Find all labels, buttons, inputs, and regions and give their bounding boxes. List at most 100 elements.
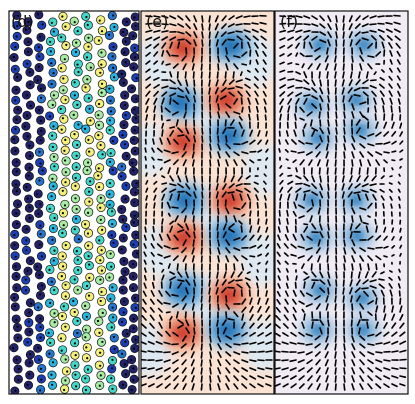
particle-orientation-dot bbox=[135, 233, 138, 236]
particle-orientation-dot bbox=[12, 56, 15, 59]
particle-orientation-dot bbox=[60, 275, 63, 278]
velocity-arrowhead bbox=[306, 293, 309, 295]
velocity-arrowhead bbox=[293, 160, 295, 163]
velocity-arrowhead bbox=[363, 249, 366, 252]
velocity-arrowhead bbox=[200, 220, 203, 222]
velocity-arrowhead bbox=[251, 314, 253, 317]
velocity-arrowhead bbox=[313, 227, 316, 229]
velocity-arrowhead bbox=[161, 61, 164, 64]
velocity-arrowhead bbox=[323, 33, 326, 35]
velocity-arrowhead bbox=[302, 309, 304, 312]
velocity-arrowhead bbox=[265, 123, 268, 125]
velocity-arrowhead bbox=[282, 332, 285, 335]
velocity-arrowhead bbox=[247, 98, 250, 101]
velocity-arrowhead bbox=[321, 131, 324, 134]
particle-orientation-dot bbox=[113, 25, 116, 29]
velocity-arrowhead bbox=[362, 24, 365, 27]
velocity-arrowhead bbox=[316, 362, 318, 365]
velocity-arrowhead bbox=[200, 252, 203, 254]
velocity-arrowhead bbox=[187, 99, 189, 102]
particle-orientation-dot bbox=[132, 327, 135, 330]
velocity-arrowhead bbox=[182, 280, 184, 282]
velocity-arrowhead bbox=[149, 37, 152, 39]
particle-orientation-dot bbox=[101, 153, 104, 156]
velocity-arrowhead bbox=[182, 339, 185, 341]
panel-f: (f) bbox=[274, 10, 409, 395]
velocity-arrowhead bbox=[228, 126, 230, 129]
velocity-arrowhead bbox=[403, 384, 405, 386]
velocity-arrowhead bbox=[143, 299, 145, 302]
particle-orientation-dot bbox=[77, 70, 80, 74]
particle bbox=[106, 293, 116, 303]
velocity-arrowhead bbox=[227, 211, 229, 214]
velocity-arrowhead bbox=[370, 189, 373, 192]
velocity-arrowhead bbox=[334, 348, 337, 350]
velocity-arrowhead bbox=[250, 130, 253, 133]
velocity-arrowhead bbox=[216, 188, 218, 190]
velocity-arrowhead bbox=[286, 210, 289, 213]
velocity-arrowhead bbox=[295, 169, 298, 172]
velocity-arrowhead bbox=[144, 260, 146, 263]
velocity-arrowhead bbox=[311, 322, 314, 324]
velocity-arrowhead bbox=[351, 132, 354, 134]
velocity-arrowhead bbox=[286, 202, 289, 204]
velocity-arrowhead bbox=[283, 37, 285, 40]
velocity-arrowhead bbox=[208, 92, 211, 94]
velocity-arrowhead bbox=[314, 90, 317, 93]
velocity-arrowhead bbox=[353, 211, 355, 214]
particle-orientation-dot bbox=[120, 72, 123, 75]
velocity-arrowhead bbox=[351, 268, 354, 270]
particle-orientation-dot bbox=[133, 46, 136, 50]
velocity-arrowhead bbox=[195, 27, 197, 30]
velocity-arrowhead bbox=[148, 376, 151, 379]
velocity-arrowhead bbox=[285, 149, 288, 152]
velocity-arrowhead bbox=[300, 182, 302, 185]
particle-orientation-dot bbox=[132, 347, 135, 350]
particle-orientation-dot bbox=[28, 361, 31, 364]
velocity-arrowhead bbox=[266, 236, 269, 238]
velocity-arrowhead bbox=[252, 323, 254, 326]
particle-orientation-dot bbox=[97, 167, 100, 170]
velocity-arrowhead bbox=[200, 316, 203, 318]
velocity-arrowhead bbox=[295, 276, 298, 278]
velocity-arrowhead bbox=[299, 332, 301, 335]
velocity-arrowhead bbox=[351, 332, 354, 334]
velocity-arrowhead bbox=[389, 91, 391, 93]
velocity-arrowhead bbox=[244, 15, 246, 18]
velocity-arrowhead bbox=[156, 91, 159, 94]
velocity-arrowhead bbox=[225, 172, 228, 174]
velocity-arrowhead bbox=[201, 332, 204, 334]
velocity-arrowhead bbox=[255, 195, 258, 197]
velocity-arrowhead bbox=[172, 152, 174, 154]
velocity-arrowhead bbox=[389, 50, 392, 53]
velocity-arrowhead bbox=[270, 359, 272, 361]
particle bbox=[37, 20, 47, 30]
velocity-arrowhead bbox=[216, 236, 219, 238]
velocity-arrowhead bbox=[156, 341, 159, 344]
velocity-arrowhead bbox=[398, 182, 401, 184]
velocity-arrowhead bbox=[327, 188, 330, 190]
particle-orientation-dot bbox=[108, 203, 111, 206]
particle-orientation-dot bbox=[39, 119, 43, 122]
particle-orientation-dot bbox=[110, 377, 113, 380]
particle-orientation-dot bbox=[87, 45, 90, 48]
velocity-arrowhead bbox=[179, 83, 181, 86]
velocity-arrowhead bbox=[191, 388, 194, 390]
velocity-arrowhead bbox=[238, 275, 240, 277]
particle-orientation-dot bbox=[38, 35, 42, 38]
particle-orientation-dot bbox=[111, 358, 114, 361]
velocity-arrowhead bbox=[144, 148, 147, 150]
particle-orientation-dot bbox=[15, 160, 18, 163]
velocity-arrowhead bbox=[292, 323, 295, 325]
particle-orientation-dot bbox=[76, 63, 79, 66]
velocity-arrowhead bbox=[280, 106, 283, 109]
velocity-arrowhead bbox=[223, 276, 226, 278]
velocity-arrowhead bbox=[383, 265, 385, 267]
particle-orientation-dot bbox=[99, 143, 102, 147]
velocity-arrowhead bbox=[243, 322, 245, 325]
velocity-arrowhead bbox=[228, 286, 230, 289]
velocity-arrowhead bbox=[163, 43, 166, 45]
velocity-arrowhead bbox=[327, 92, 330, 94]
velocity-arrowhead bbox=[192, 308, 194, 310]
particle-orientation-dot bbox=[132, 221, 135, 224]
